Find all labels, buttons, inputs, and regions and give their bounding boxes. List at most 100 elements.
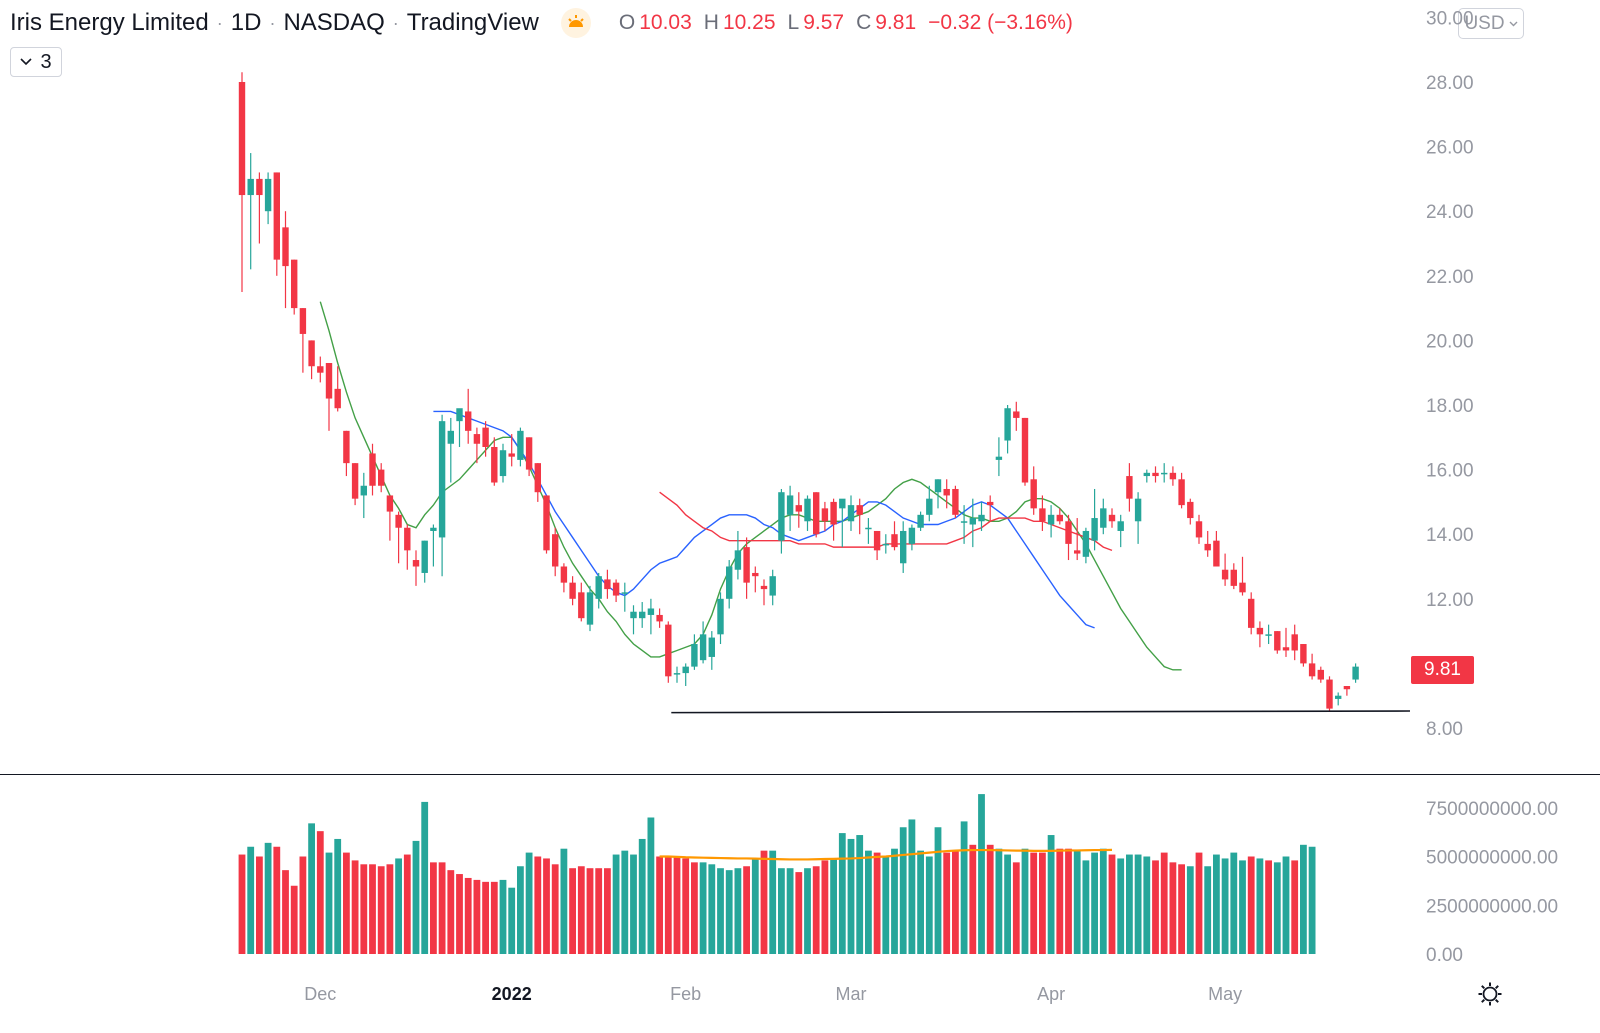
candle [325, 363, 333, 431]
time-tick-label: May [1208, 984, 1242, 1004]
candle-body [1291, 634, 1298, 651]
high-value: 10.25 [722, 11, 776, 34]
price-axis[interactable]: 30.00 28.00 26.00 24.00 22.00 20.00 18.00 16.00… [1426, 8, 1474, 740]
volume-bar [1230, 852, 1238, 954]
chevron-down-icon [20, 58, 33, 66]
candle-body [360, 485, 367, 496]
ma-mid-line [433, 410, 1095, 629]
volume-bar [1247, 856, 1255, 954]
candle-body [491, 446, 498, 483]
volume-bar [1204, 866, 1212, 954]
candle [482, 421, 489, 457]
moving-averages [319, 301, 1182, 671]
candle-body [482, 427, 489, 447]
symbol-name[interactable]: Iris Energy Limited [10, 9, 209, 36]
candle-body [1108, 514, 1116, 522]
candle [891, 521, 898, 551]
candle-body [1082, 530, 1090, 557]
candle [1265, 624, 1272, 645]
candle [473, 427, 481, 464]
volume-bar [595, 868, 603, 954]
gear-icon[interactable] [1477, 981, 1503, 1007]
price-tick-label: 8.00 [1426, 719, 1463, 740]
candle-body [839, 498, 846, 509]
volume-bar [882, 856, 890, 954]
chart-header: Iris Energy Limited · 1D · NASDAQ · Trad… [10, 8, 1073, 38]
candle [726, 560, 733, 609]
candle [995, 437, 1003, 477]
candle [1100, 498, 1107, 535]
candle [708, 631, 715, 670]
candle-body [717, 598, 724, 635]
volume-tick-label: 0.00 [1426, 945, 1463, 966]
candle-body [578, 592, 585, 619]
candle [1291, 624, 1298, 661]
volume-bar [1065, 848, 1072, 954]
volume-bar [865, 850, 872, 954]
volume-bar [934, 827, 942, 954]
volume-bar [386, 864, 394, 954]
candle [734, 530, 742, 580]
volume-bar [786, 868, 794, 954]
candle-body [299, 308, 307, 334]
candle [630, 605, 637, 635]
candle-body [430, 527, 437, 531]
volume-bar [917, 850, 924, 954]
volume-bar [804, 868, 811, 954]
candle [621, 582, 628, 612]
candle [1178, 472, 1185, 509]
candle-body [343, 430, 350, 464]
candle [308, 340, 315, 380]
candle [447, 417, 454, 483]
volume-bar [743, 866, 750, 954]
volume-bar [1152, 860, 1159, 954]
candle [1056, 508, 1063, 525]
candle [273, 172, 280, 276]
candle-body [699, 634, 707, 661]
exchange-label: NASDAQ [283, 9, 385, 36]
volume-bar [647, 817, 655, 954]
candle [1082, 527, 1090, 564]
volume-bar [751, 858, 759, 954]
candle [1343, 686, 1351, 696]
candle-body [926, 498, 933, 515]
volume-bar [482, 881, 489, 954]
candle-body [534, 463, 541, 493]
candle [1065, 514, 1072, 561]
volume-bar [517, 866, 524, 954]
volume-bar [1117, 858, 1125, 954]
volume-bar [1239, 860, 1246, 954]
candle-body [1126, 476, 1133, 499]
candle-body [1091, 518, 1098, 541]
sun-icon[interactable] [560, 8, 591, 38]
candle [1326, 676, 1333, 712]
legend-toggle-button[interactable]: 3 [10, 47, 62, 77]
volume-bar [1178, 864, 1185, 954]
interval-label[interactable]: 1D [230, 9, 262, 36]
candle [1004, 405, 1011, 454]
time-tick-label: Mar [836, 984, 867, 1004]
candle [360, 472, 367, 519]
volume-bar [238, 854, 246, 954]
chevron-down-icon [1509, 21, 1518, 26]
candle-body [752, 572, 759, 577]
volume-bar [873, 852, 881, 954]
candle [343, 430, 350, 477]
candle [465, 388, 472, 444]
time-axis[interactable]: Dec 2022 Feb Mar Apr May [304, 984, 1242, 1004]
currency-selector[interactable]: USD [1458, 8, 1524, 39]
candle-body [612, 582, 620, 596]
time-tick-label: Feb [670, 984, 701, 1004]
candle [421, 540, 428, 583]
price-tick-label: 18.00 [1426, 396, 1474, 417]
candle-body [1013, 411, 1020, 418]
volume-bar [1004, 854, 1011, 954]
price-tick-label: 22.00 [1426, 267, 1474, 288]
candle [717, 592, 724, 645]
candle [560, 563, 568, 593]
candle-body [465, 411, 472, 431]
price-tick-label: 20.00 [1426, 331, 1474, 352]
support-line[interactable] [671, 710, 1411, 714]
volume-axis[interactable]: 7500000000.00 5000000000.00 2500000000.00 0… [1426, 799, 1558, 966]
